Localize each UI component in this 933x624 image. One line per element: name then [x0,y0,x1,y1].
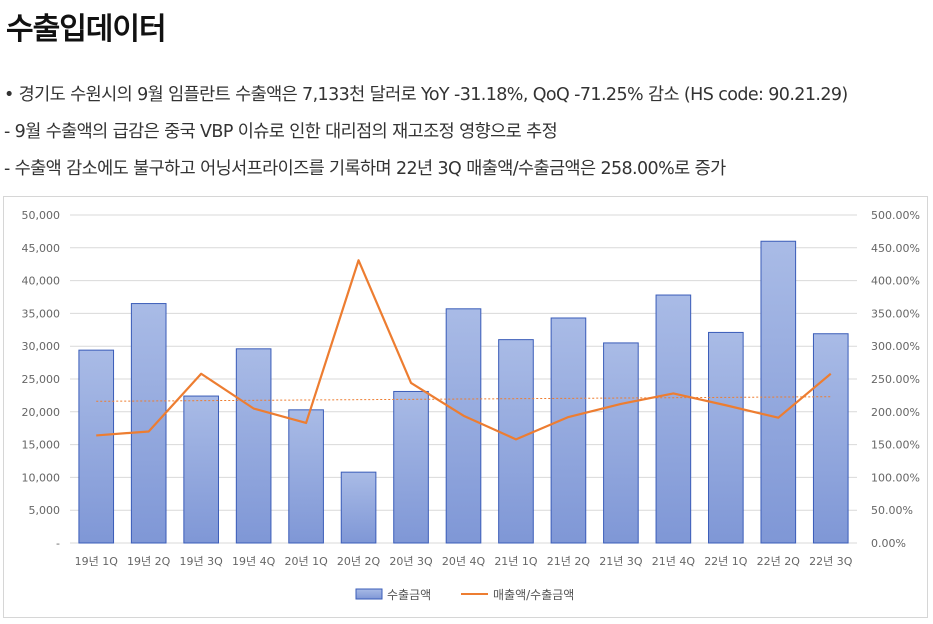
x-tick-label: 20년 2Q [337,555,381,568]
legend-line-label: 매출액/수출금액 [493,588,574,602]
chart-container: - 0.00% 5,000 50.00% 10,000 100.00% 15,000 150.… [3,196,928,618]
bar [445,308,482,544]
bar [183,395,219,544]
x-tick-label: 22년 3Q [809,555,853,568]
bar [760,240,797,544]
legend-bar-label: 수출금액 [387,588,431,602]
y-right-tick-label: 0.00% [871,537,906,550]
y-right-tick-label: 400.00% [871,275,920,288]
x-tick-label: 20년 3Q [389,555,433,568]
x-tick-label: 21년 4Q [652,555,696,568]
y-left-tick-label: 15,000 [22,439,61,452]
x-tick-label: 21년 3Q [599,555,643,568]
x-tick-label: 19년 1Q [75,555,119,568]
y-left-tick-label: 25,000 [22,373,61,386]
bar [550,317,587,544]
bar [498,339,534,544]
y-left-tick-label: - [56,537,60,550]
bar [288,409,324,544]
y-right-tick-label: 50.00% [871,504,913,517]
bar [130,303,167,544]
y-right-tick-label: 200.00% [871,406,920,419]
x-tick-label: 19년 2Q [127,555,171,568]
bar [340,471,377,544]
x-tick-label: 19년 4Q [232,555,276,568]
y-right-tick-label: 300.00% [871,340,920,353]
summary-bullets: • 경기도 수원시의 9월 임플란트 수출액은 7,133천 달러로 YoY -… [4,82,848,193]
x-tick-label: 22년 2Q [757,555,801,568]
y-left-tick-label: 20,000 [22,406,61,419]
y-left-tick-label: 50,000 [22,209,61,222]
trendline [96,396,831,402]
bullet-line: • 경기도 수원시의 9월 임플란트 수출액은 7,133천 달러로 YoY -… [4,85,848,105]
y-left-tick-label: 10,000 [22,471,61,484]
bullet-line: - 9월 수출액의 급감은 중국 VBP 이슈로 인한 대리점의 재고조정 영향… [4,122,558,142]
y-right-tick-label: 350.00% [871,307,920,320]
x-tick-label: 22년 1Q [704,555,748,568]
bullet-line: - 수출액 감소에도 불구하고 어닝서프라이즈를 기록하며 22년 3Q 매출액… [4,159,726,179]
bar [812,333,849,544]
bar [655,294,692,544]
y-right-tick-label: 150.00% [871,439,920,452]
y-right-tick-label: 500.00% [871,209,920,222]
y-right-tick-label: 250.00% [871,373,920,386]
bar [393,390,429,544]
y-left-tick-label: 35,000 [22,307,61,320]
y-left-tick-label: 40,000 [22,275,61,288]
page-title: 수출입데이터 [6,12,167,47]
combo-chart: - 0.00% 5,000 50.00% 10,000 100.00% 15,000 150.… [22,209,920,602]
legend-bar-swatch [355,588,383,600]
y-left-tick-label: 30,000 [22,340,61,353]
y-right-tick-label: 100.00% [871,471,920,484]
x-tick-label: 19년 3Q [180,555,224,568]
x-tick-label: 20년 4Q [442,555,486,568]
bar [603,342,639,544]
x-tick-label: 21년 1Q [494,555,538,568]
y-left-tick-label: 45,000 [22,242,61,255]
bar [708,331,744,544]
x-tick-label: 20년 1Q [284,555,328,568]
bar [78,349,115,544]
y-right-tick-label: 450.00% [871,242,920,255]
x-tick-label: 21년 2Q [547,555,591,568]
y-left-tick-label: 5,000 [29,504,61,517]
bar [235,348,272,544]
